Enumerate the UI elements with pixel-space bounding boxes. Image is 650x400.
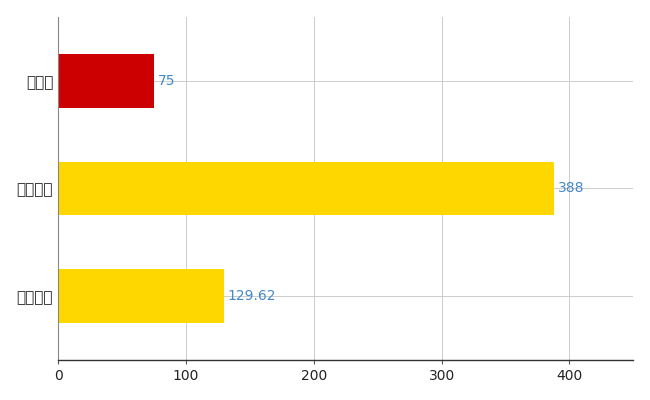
Text: 129.62: 129.62 (227, 289, 276, 303)
Bar (58, 162, 554, 215)
Text: 388: 388 (558, 182, 584, 196)
Text: 75: 75 (158, 74, 176, 88)
Bar (58, 54, 154, 108)
Bar (58, 269, 224, 323)
